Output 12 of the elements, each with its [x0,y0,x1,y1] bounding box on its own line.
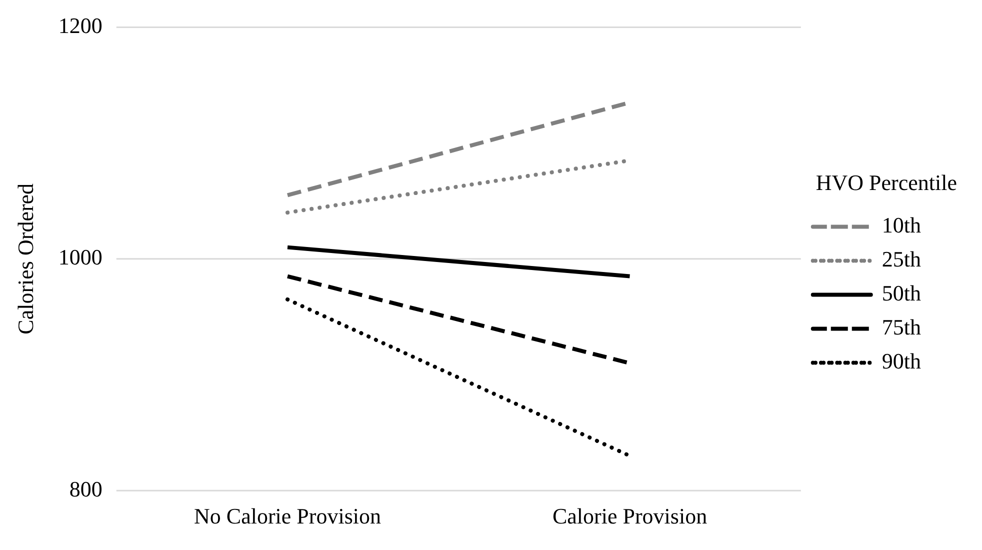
x-tick-label: Calorie Provision [552,504,708,529]
legend-label: 50th [882,280,922,306]
legend-label: 10th [882,212,922,238]
legend-title: HVO Percentile [816,170,957,196]
y-tick-label: 1000 [58,244,102,270]
y-tick-label: 800 [69,476,102,502]
legend-label: 90th [882,348,922,374]
legend-label: 25th [882,246,922,272]
y-axis-title: Calories Ordered [12,183,38,334]
x-tick-label: No Calorie Provision [194,504,382,529]
y-tick-label: 1200 [58,12,102,38]
legend-label: 75th [882,314,922,340]
